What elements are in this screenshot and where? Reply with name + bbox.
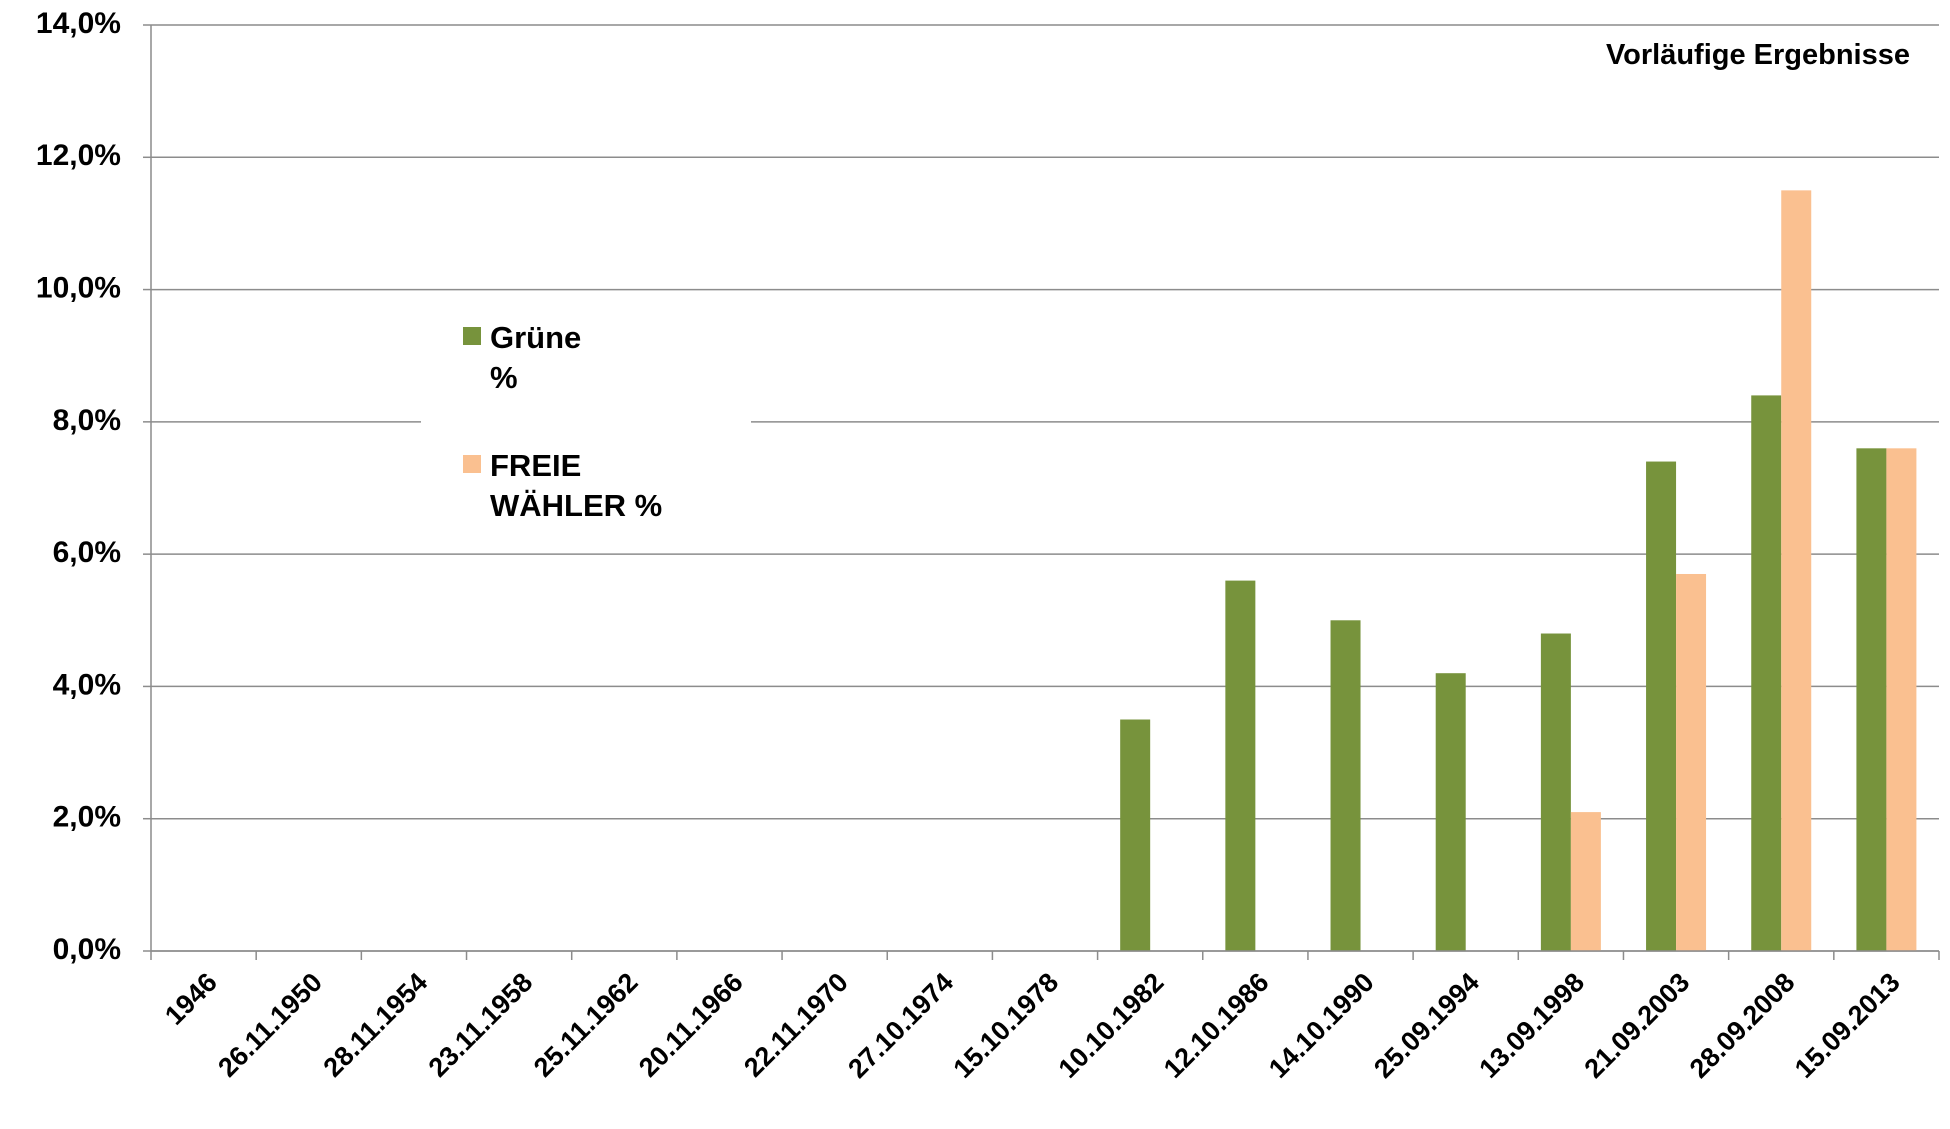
bar — [1646, 461, 1677, 951]
legend-swatch — [463, 327, 481, 345]
x-tick-label: 21.09.2003 — [1579, 967, 1696, 1084]
x-tick-label: 25.09.1994 — [1368, 967, 1485, 1084]
legend-label: Grüne % — [490, 320, 582, 396]
y-tick-label: 14,0% — [36, 7, 121, 40]
annotation: Vorläufige Ergebnisse — [1606, 39, 1910, 71]
legend-swatch — [463, 455, 481, 473]
y-tick-label: 8,0% — [53, 404, 121, 437]
bar — [1120, 719, 1151, 951]
x-tick-label: 1946 — [159, 967, 223, 1031]
x-tick-label: 14.10.1990 — [1263, 967, 1380, 1084]
x-tick-label: 15.09.2013 — [1789, 967, 1906, 1084]
x-tick-label: 28.09.2008 — [1684, 967, 1801, 1084]
x-tick-label: 10.10.1982 — [1053, 967, 1170, 1084]
x-tick-label: 27.10.1974 — [842, 967, 959, 1084]
x-tick-label: 22.11.1970 — [738, 967, 854, 1083]
x-tick-label: 15.10.1978 — [948, 967, 1065, 1084]
x-tick-label: 23.11.1958 — [423, 967, 539, 1083]
legend-label-box: Grüne % — [490, 320, 582, 396]
x-tick-label: 12.10.1986 — [1158, 967, 1275, 1084]
legend-label-box: FREIE WÄHLER % — [490, 448, 663, 524]
bar — [1676, 573, 1707, 951]
x-tick-label: 25.11.1962 — [528, 967, 644, 1083]
legend: Grüne % FREIE WÄHLER % — [421, 300, 751, 540]
y-tick-label: 10,0% — [36, 271, 121, 304]
y-tick-label: 12,0% — [36, 139, 121, 172]
y-tick-label: 2,0% — [53, 801, 121, 834]
bar — [1781, 190, 1812, 951]
bar — [1570, 812, 1601, 951]
y-tick-label: 0,0% — [53, 933, 121, 966]
x-tick-label: 13.09.1998 — [1473, 967, 1590, 1084]
legend-label: FREIE WÄHLER % — [490, 448, 663, 524]
bar — [1751, 395, 1782, 951]
bar — [1886, 448, 1917, 951]
x-tick-label: 20.11.1966 — [633, 967, 749, 1083]
bar — [1435, 673, 1466, 951]
y-tick-label: 6,0% — [53, 536, 121, 569]
x-tick-label: 28.11.1954 — [317, 967, 433, 1083]
x-tick-label: 26.11.1950 — [212, 967, 328, 1083]
y-tick-label: 4,0% — [53, 668, 121, 701]
bar — [1225, 580, 1256, 951]
bars — [1120, 190, 1917, 951]
bar — [1856, 448, 1887, 951]
bar — [1540, 633, 1571, 951]
bar — [1330, 620, 1361, 951]
